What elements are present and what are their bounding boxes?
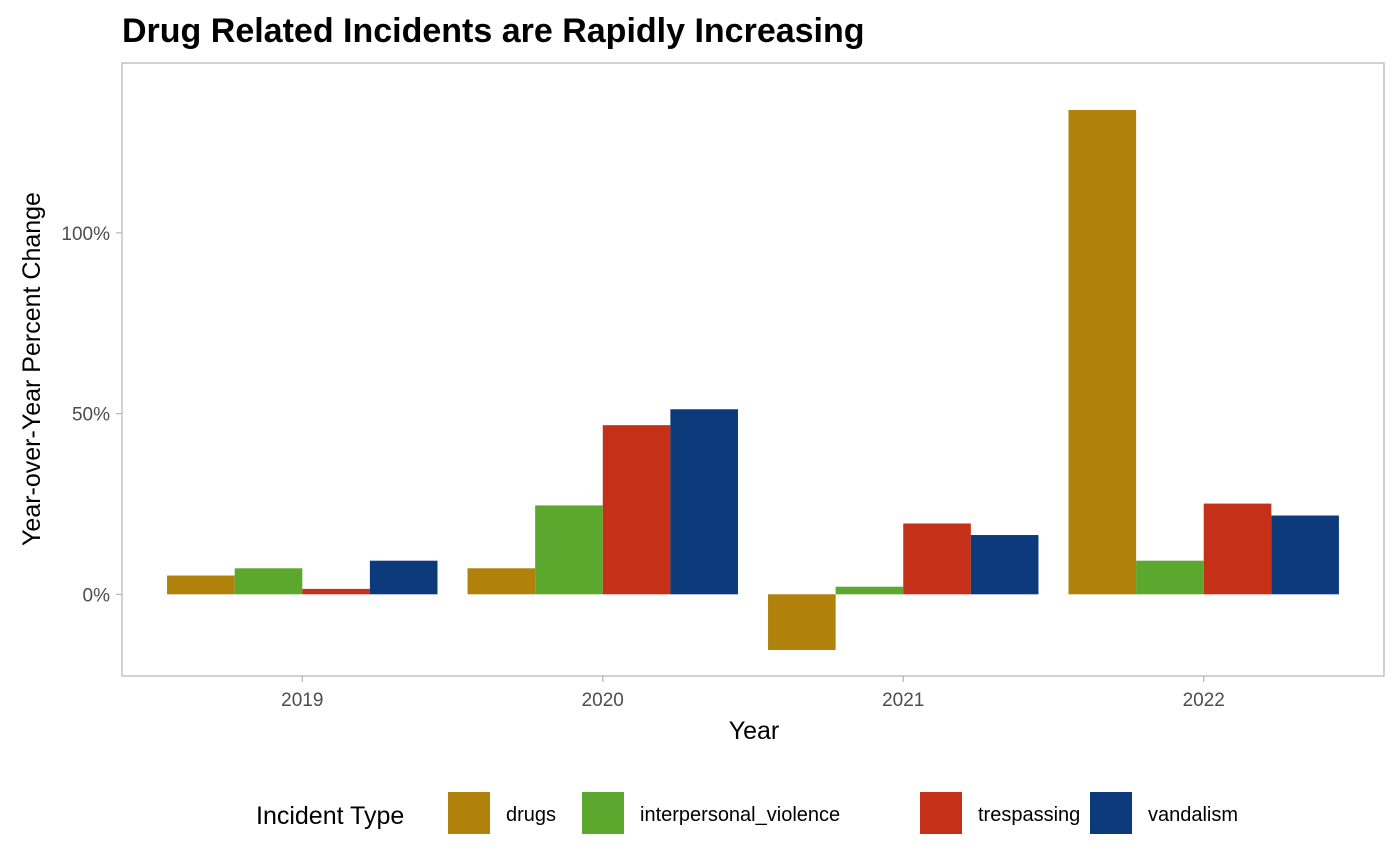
bar-trespassing-2020 [602, 425, 671, 595]
bar-interpersonal_violence-2020 [535, 505, 603, 595]
legend-key-trespassing [920, 792, 962, 834]
x-tick-label: 2022 [1183, 690, 1225, 711]
y-tick-label: 0% [83, 585, 111, 606]
bar-interpersonal_violence-2022 [1136, 560, 1204, 595]
x-axis: 2019 2020 2021 2022 [281, 676, 1225, 711]
x-tick-label: 2020 [582, 690, 624, 711]
legend-title: Incident Type [256, 802, 404, 830]
bar-trespassing-2022 [1203, 503, 1272, 595]
bar-drugs-2022 [1068, 109, 1137, 595]
bar-trespassing-2019 [302, 588, 370, 595]
bar-vandalism-2021 [970, 535, 1039, 595]
bar-drugs-2019 [167, 575, 235, 595]
x-tick-label: 2019 [281, 690, 323, 711]
y-tick-label: 100% [61, 224, 110, 245]
legend-key-vandalism [1090, 792, 1132, 834]
bars-group [167, 109, 1339, 650]
chart-title: Drug Related Incidents are Rapidly Incre… [122, 12, 865, 50]
legend-label-interpersonal_violence: interpersonal_violence [640, 804, 840, 826]
legend: Incident Type drugs interpersonal_violenc… [256, 792, 1238, 834]
bar-interpersonal_violence-2021 [835, 586, 904, 595]
plot-panel-border [121, 62, 1385, 677]
bar-vandalism-2020 [670, 409, 738, 595]
y-tick-label: 50% [72, 405, 110, 426]
bar-drugs-2020 [467, 568, 536, 595]
bar-vandalism-2019 [369, 560, 438, 595]
x-tick-label: 2021 [882, 690, 924, 711]
bar-trespassing-2021 [903, 523, 971, 595]
y-axis: 0% 50% 100% [61, 224, 122, 606]
legend-label-vandalism: vandalism [1148, 804, 1238, 826]
bar-drugs-2021 [768, 594, 836, 650]
legend-label-trespassing: trespassing [978, 804, 1080, 826]
x-axis-title: Year [729, 717, 780, 745]
y-axis-title: Year-over-Year Percent Change [18, 192, 46, 546]
legend-label-drugs: drugs [506, 804, 556, 826]
legend-key-interpersonal_violence [582, 792, 624, 834]
legend-key-drugs [448, 792, 490, 834]
bar-interpersonal_violence-2019 [234, 568, 303, 595]
bar-vandalism-2022 [1271, 515, 1339, 595]
